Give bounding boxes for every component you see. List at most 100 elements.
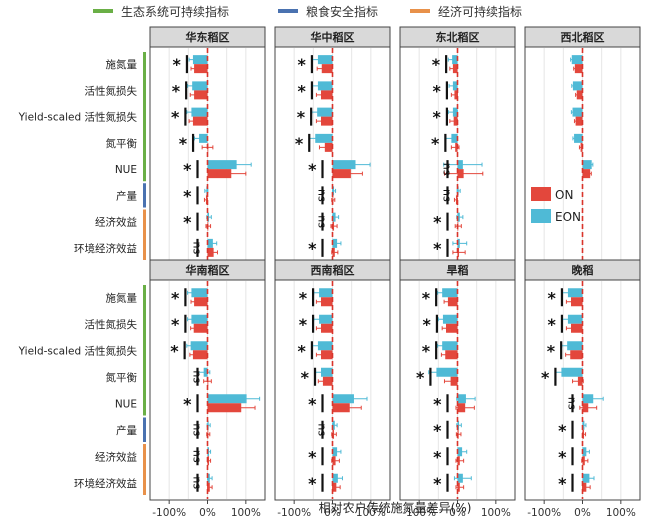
bar-on [582,169,591,179]
sig-label: * [299,288,308,307]
sig-label: * [308,160,317,179]
group-bar-eco [143,52,146,182]
sig-label: * [423,315,432,334]
x-tick-label: 100% [356,507,386,519]
sig-label: * [299,315,308,334]
sig-label: * [308,447,317,466]
sig-label: * [298,341,307,360]
sig-label: * [548,315,557,334]
category-label: 产量 [116,424,137,437]
panel-title: 华南稻区 [186,263,230,277]
panel-title: 华中稻区 [311,30,355,44]
bar-eon [442,341,458,351]
sig-label: * [558,447,567,466]
bar-eon [571,55,583,65]
bar-eon [317,341,333,351]
x-tick-label: -100% [152,507,186,519]
category-label: 环境经济效益 [74,242,137,255]
legend-swatch-eco [93,9,113,13]
bar-eon [191,314,208,324]
category-label: 施氮量 [106,291,138,304]
category-label: 氮平衡 [106,371,138,384]
bar-eon [582,160,592,170]
category-label: 环境经济效益 [74,477,137,490]
sig-label: * [541,368,550,387]
bar-eon [436,367,458,377]
sig-label: * [416,368,425,387]
x-tick-label: 100% [606,507,636,519]
sig-label: ns [441,163,454,176]
sig-label: * [547,341,556,360]
sig-label: * [433,394,442,413]
sig-label: * [183,394,192,413]
category-label: Yield-scaled 活性氮损失 [18,111,138,124]
legend-label-food: 粮食安全指标 [306,4,378,19]
sig-label: * [298,81,307,100]
bar-on [321,350,333,360]
bar-on [194,90,208,100]
panel: 西南稻区*****ns** [274,259,391,501]
legend-label-eon: EON [555,210,581,224]
legend-label-on: ON [555,188,573,202]
bar-on [576,90,583,100]
x-tick-label: 0% [449,507,466,519]
bar-eon [207,394,247,404]
sig-label: * [433,81,442,100]
inset-legend: ON EON [531,187,581,224]
x-tick-label: 0% [199,507,216,519]
x-tick-label: -100% [402,507,436,519]
sig-label: * [308,474,317,493]
x-tick-label: -100% [527,507,561,519]
legend-swatch-econ [410,9,430,13]
sig-label: * [433,421,442,440]
bar-eon [317,81,333,91]
sig-label: ns [191,423,204,436]
sig-label: * [183,160,192,179]
panel-title: 西南稻区 [311,263,355,277]
panel: 华东稻区 * * * * * * * ns [149,26,266,266]
bar-on [570,350,583,360]
panel-title: 晚稻 [572,263,594,277]
x-axes: -100% 0% 100% -100% 0% 100% -100% 0% 100% -100% 0%… [152,500,636,519]
bar-eon [191,107,208,117]
bar-on [321,297,333,307]
sig-label: * [183,186,192,205]
bar-on [193,323,208,333]
sig-label: * [548,288,557,307]
sig-label: * [172,81,181,100]
bar-on [447,297,458,307]
category-label: 经济效益 [95,450,137,463]
sig-label: * [433,239,442,258]
category-label: Yield-scaled 活性氮损失 [18,344,138,357]
bar-eon [561,367,583,377]
bar-on [192,116,208,126]
sig-label: * [422,341,431,360]
sig-label: ns [191,476,204,489]
sig-label: * [297,108,306,127]
bar-eon [572,81,583,91]
x-tick-label: 100% [481,507,511,519]
sig-label: * [179,134,188,153]
bar-eon [315,133,333,143]
sig-label: * [422,288,431,307]
bar-on [575,116,583,126]
category-label: 经济效益 [95,216,137,229]
x-tick-label: 100% [231,507,261,519]
sig-label: ns [316,423,329,436]
bar-on [571,323,583,333]
bar-on [321,116,333,126]
sig-label: * [171,108,180,127]
group-bar-food [143,183,146,208]
panels: 华东稻区*******ns华中稻区*****nsns*东北稻区****nsns*… [149,26,641,501]
panel: 西北稻区 ON EON [524,26,641,266]
bar-eon [191,288,208,298]
sig-label: * [433,447,442,466]
sig-label: * [171,315,180,334]
sig-label: ns [316,215,329,228]
sig-label: * [433,474,442,493]
category-label: NUE [115,398,137,410]
bar-eon [572,107,583,117]
bar-eon [317,107,333,117]
group-bar-econ [143,444,146,495]
bar-on [445,350,458,360]
